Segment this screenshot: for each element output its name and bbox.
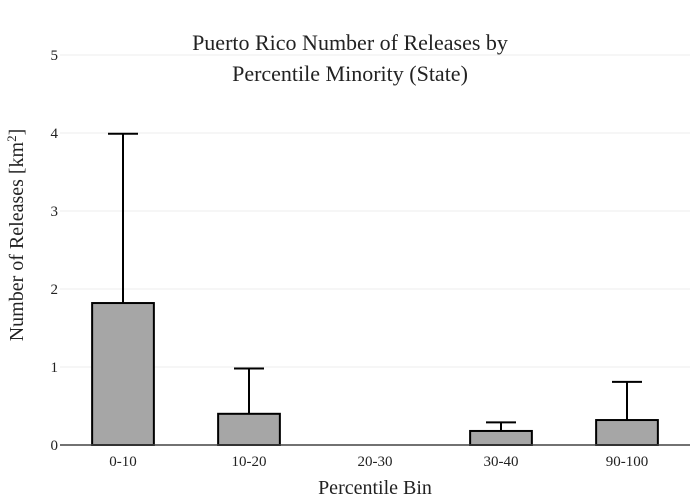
y-tick-label-2: 2	[51, 282, 59, 298]
y-tick-label-0: 0	[51, 438, 59, 454]
bars	[91, 302, 659, 447]
error-bars	[108, 132, 642, 431]
chart-title-line-2: Percentile Minority (State)	[232, 61, 468, 86]
y-tick-label-4: 4	[51, 126, 59, 142]
x-tick-label-90-100: 90-100	[606, 454, 649, 470]
y-tick-labels: 0 1 2 3 4 5	[51, 48, 59, 454]
bar-90-100	[595, 419, 659, 447]
y-axis-label: Number of Releases [km2]	[4, 129, 29, 342]
gridlines	[60, 54, 690, 368]
chart-title-line-1: Puerto Rico Number of Releases by	[192, 30, 508, 55]
x-tick-label-0-10: 0-10	[109, 454, 137, 470]
y-axis-label-close: ]	[6, 129, 28, 136]
y-tick-label-5: 5	[51, 48, 59, 64]
x-tick-label-20-30: 20-30	[358, 454, 393, 470]
y-axis-label-text: Number of Releases [km	[6, 141, 28, 341]
x-tick-labels: 0-10 10-20 20-30 30-40 90-100	[109, 454, 648, 470]
y-axis-label-superscript: 2	[4, 135, 19, 142]
x-tick-label-10-20: 10-20	[232, 454, 267, 470]
x-axis-label: Percentile Bin	[318, 477, 432, 499]
y-tick-label-1: 1	[51, 360, 59, 376]
bar-0-10	[91, 302, 155, 447]
bar-10-20	[217, 412, 281, 446]
bar-30-40	[469, 429, 533, 446]
y-tick-label-3: 3	[51, 204, 59, 220]
x-tick-label-30-40: 30-40	[484, 454, 519, 470]
